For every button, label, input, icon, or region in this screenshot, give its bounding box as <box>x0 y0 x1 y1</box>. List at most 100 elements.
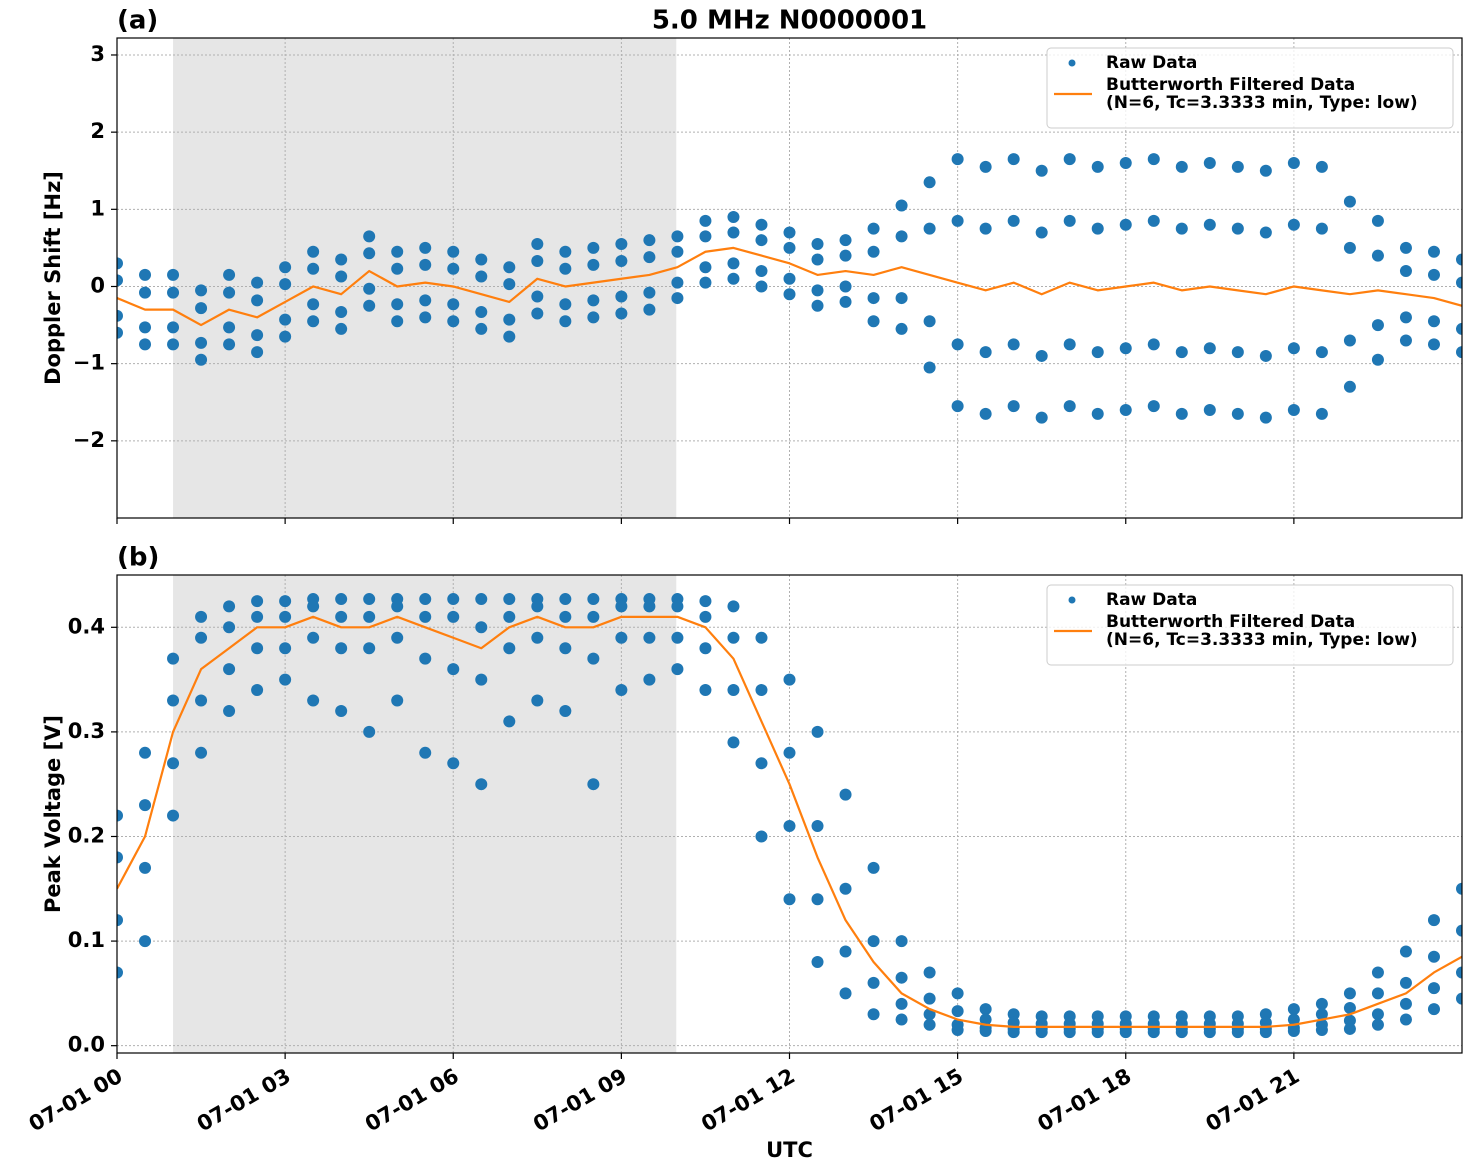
raw-point <box>559 262 572 275</box>
raw-point <box>335 704 348 717</box>
raw-point <box>251 346 264 359</box>
raw-point <box>195 336 208 349</box>
raw-point <box>1315 222 1328 235</box>
raw-point <box>755 631 768 644</box>
raw-point <box>167 652 180 665</box>
raw-point <box>447 245 460 258</box>
raw-point <box>335 253 348 266</box>
raw-point <box>1287 218 1300 231</box>
legend-marker <box>1068 59 1076 67</box>
raw-point <box>755 830 768 843</box>
raw-point <box>1063 214 1076 227</box>
raw-point <box>699 595 712 608</box>
raw-point <box>1231 407 1244 420</box>
raw-point <box>1371 1018 1384 1031</box>
raw-point <box>475 253 488 266</box>
raw-point <box>1427 315 1440 328</box>
raw-point <box>391 298 404 311</box>
raw-point <box>1203 403 1216 416</box>
raw-point <box>335 642 348 655</box>
raw-point <box>531 238 544 251</box>
raw-point <box>951 1005 964 1018</box>
raw-point <box>587 652 600 665</box>
raw-point <box>1035 411 1048 424</box>
raw-point <box>1343 334 1356 347</box>
raw-point <box>643 631 656 644</box>
raw-point <box>1399 311 1412 324</box>
raw-point <box>643 251 656 264</box>
raw-point <box>727 272 740 285</box>
raw-point <box>139 286 152 299</box>
raw-point <box>923 361 936 374</box>
panel-label: (a) <box>117 6 158 36</box>
raw-point <box>615 684 628 697</box>
raw-point <box>223 704 236 717</box>
raw-point <box>419 652 432 665</box>
raw-point <box>1119 218 1132 231</box>
raw-point <box>447 262 460 275</box>
raw-point <box>867 315 880 328</box>
raw-point <box>167 338 180 351</box>
raw-point <box>587 241 600 254</box>
raw-point <box>895 322 908 335</box>
raw-point <box>559 704 572 717</box>
raw-point <box>117 309 123 322</box>
raw-point <box>1343 241 1356 254</box>
raw-point <box>167 286 180 299</box>
raw-point <box>923 966 936 979</box>
raw-point <box>195 694 208 707</box>
axes-frame <box>116 574 1463 1054</box>
raw-point <box>1231 222 1244 235</box>
raw-point <box>811 253 824 266</box>
raw-point <box>1119 1026 1132 1039</box>
raw-point <box>1456 924 1462 937</box>
raw-point <box>363 610 376 623</box>
raw-point <box>503 313 516 326</box>
raw-point <box>447 593 460 606</box>
raw-point <box>1091 407 1104 420</box>
raw-point <box>117 914 123 927</box>
raw-point <box>755 265 768 278</box>
raw-point <box>139 268 152 281</box>
raw-point <box>117 966 123 979</box>
raw-point <box>251 329 264 342</box>
raw-point <box>363 282 376 295</box>
raw-point <box>643 600 656 613</box>
raw-point <box>419 294 432 307</box>
raw-point <box>1427 914 1440 927</box>
raw-point <box>1287 1003 1300 1016</box>
raw-point <box>223 286 236 299</box>
raw-point <box>139 861 152 874</box>
raw-point <box>1147 153 1160 166</box>
raw-point <box>1287 1013 1300 1026</box>
raw-point <box>1203 218 1216 231</box>
raw-point <box>671 245 684 258</box>
y-axis-label: Doppler Shift [Hz] <box>41 171 65 385</box>
raw-point <box>1259 226 1272 239</box>
y-tick-label: 0.3 <box>68 719 105 743</box>
raw-point <box>279 313 292 326</box>
raw-point <box>117 274 123 287</box>
raw-point <box>117 809 123 822</box>
filtered-line <box>117 246 1462 327</box>
raw-point <box>1315 407 1328 420</box>
raw-point <box>727 600 740 613</box>
raw-point <box>1287 1025 1300 1038</box>
raw-point <box>839 882 852 895</box>
raw-point <box>167 694 180 707</box>
raw-point <box>419 610 432 623</box>
raw-point <box>1343 195 1356 208</box>
raw-point <box>671 631 684 644</box>
raw-point <box>839 295 852 308</box>
raw-point <box>1371 319 1384 332</box>
raw-point <box>727 631 740 644</box>
raw-point <box>223 338 236 351</box>
raw-point <box>195 302 208 315</box>
raw-point <box>1315 346 1328 359</box>
raw-point <box>1035 349 1048 362</box>
raw-point <box>503 642 516 655</box>
raw-point <box>755 218 768 231</box>
raw-point <box>1456 253 1462 266</box>
raw-point <box>1063 338 1076 351</box>
raw-point <box>811 299 824 312</box>
